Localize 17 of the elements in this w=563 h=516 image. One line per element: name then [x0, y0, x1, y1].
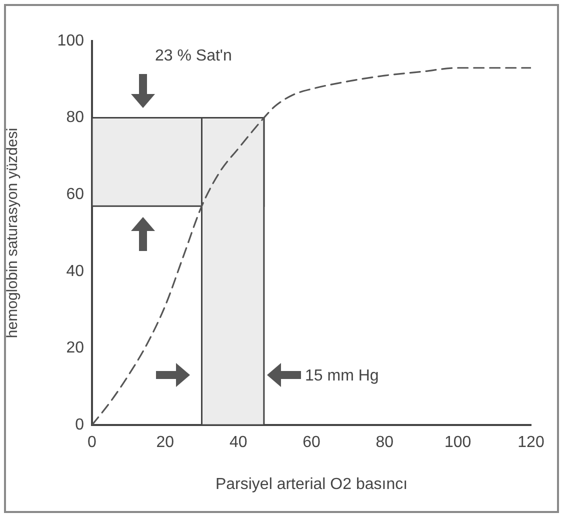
x-tick-label: 20: [156, 434, 174, 452]
y-tick-label: 40: [66, 262, 84, 280]
annotation: 15 mm Hg: [305, 367, 379, 384]
x-axis-title: Parsiyel arterial O2 basıncı: [215, 476, 408, 493]
annotation: 23 % Sat'n: [155, 47, 232, 64]
x-tick-label: 120: [518, 434, 544, 452]
y-tick-label: 60: [66, 186, 84, 204]
y-tick-label: 0: [75, 416, 84, 434]
x-tick-label: 100: [444, 434, 472, 452]
x-tick-label: 80: [376, 434, 394, 452]
y-tick-label: 100: [57, 32, 84, 50]
y-tick-label: 80: [66, 109, 84, 126]
x-tick-label: 60: [302, 434, 320, 452]
x-tick-label: 0: [88, 434, 97, 452]
y-tick-label: 20: [66, 340, 84, 357]
y-axis-title: hemoglobin saturasyon yüzdesi: [4, 128, 22, 338]
x-tick-label: 40: [229, 434, 248, 452]
